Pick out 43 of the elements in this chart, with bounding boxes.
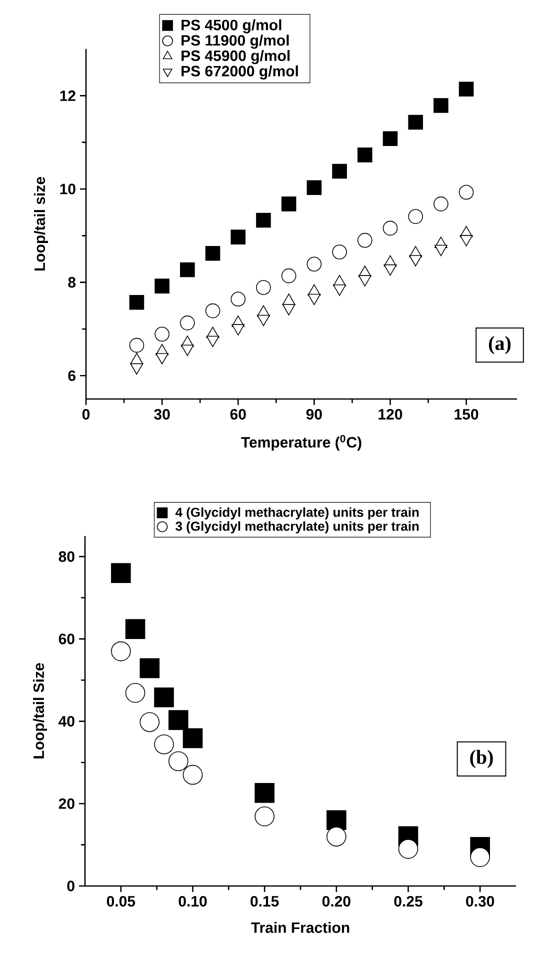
x-tick-label: 0.20	[322, 896, 350, 907]
x-tick-label: 0.10	[178, 896, 207, 907]
y-tick-label: 40	[58, 716, 74, 727]
legend-label: PS 45900 g/mol	[182, 50, 290, 64]
x-axis-title: Train Fraction	[251, 922, 350, 933]
x-tick-label: 0	[82, 408, 90, 420]
legend-label: PS 11900 g/mol	[182, 34, 289, 49]
y-axis-title: Loop/tail Size	[33, 663, 48, 758]
x-tick-label: 0.30	[466, 896, 494, 907]
y-tick-label: 80	[58, 551, 74, 562]
y-tick-label: 0	[67, 880, 74, 892]
legend-label: PS 4500 g/mol	[182, 19, 282, 34]
y-tick-label: 60	[58, 634, 74, 644]
point	[168, 710, 188, 730]
x-tick-label: 60	[230, 408, 246, 420]
point	[140, 658, 160, 678]
point	[111, 563, 131, 583]
y-tick-label: 20	[58, 798, 74, 809]
point	[182, 728, 203, 748]
x-tick-label: 150	[454, 408, 478, 420]
x-axis-title: Temperature ($^{0}$C)	[241, 434, 362, 451]
legend-label: 4 (Glycidyl methacrylate) units per train	[175, 507, 419, 520]
x-tick-label: 0.15	[250, 896, 279, 907]
point	[125, 619, 146, 639]
y-tick-label: 8	[68, 277, 76, 288]
legend-label: 3 (Glycidyl methacrylate) units per train	[176, 521, 419, 534]
y-tick-label: 10	[60, 184, 76, 194]
y-axis-title: Loop/tail size	[34, 177, 48, 270]
point	[326, 810, 346, 830]
point	[398, 839, 418, 859]
annotation: (b)	[470, 750, 493, 768]
y-tick-label: 12	[60, 90, 76, 101]
x-tick-label: 30	[154, 408, 170, 420]
x-tick-label: 90	[306, 408, 322, 420]
x-tick-label: 120	[378, 408, 402, 420]
legend-label: PS 672000 g/mol	[182, 65, 298, 80]
y-tick-label: 6	[68, 370, 76, 381]
x-tick-label: 0.25	[394, 896, 422, 907]
annotation: (a)	[488, 336, 511, 354]
point	[470, 847, 490, 868]
point	[254, 783, 274, 803]
x-tick-label: 0.05	[106, 896, 136, 907]
point	[154, 688, 174, 708]
